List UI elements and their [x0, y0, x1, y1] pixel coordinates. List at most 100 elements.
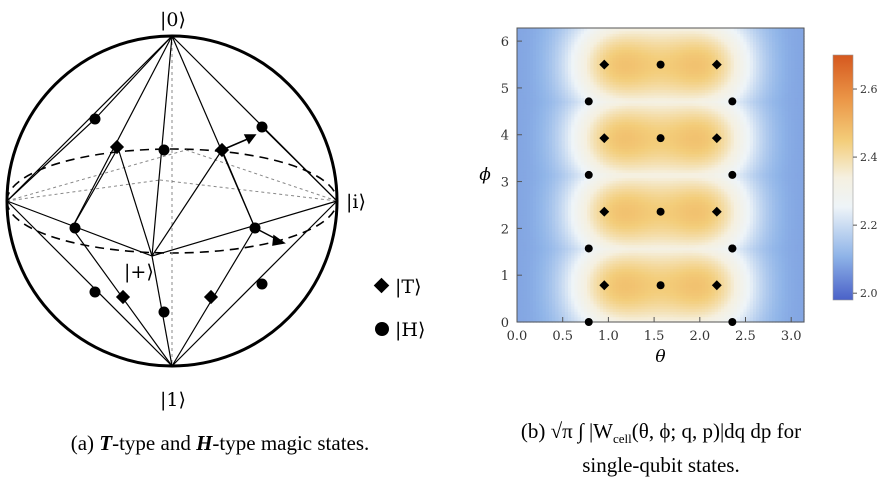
heatmap-cell [638, 204, 642, 208]
heatmap-cell [536, 100, 540, 104]
heatmap-cell [647, 110, 652, 115]
heatmap-cell [526, 308, 531, 312]
heatmap-cell [577, 303, 582, 307]
heatmap-cell [628, 201, 633, 205]
heatmap-cell [647, 241, 652, 246]
heatmap-cell [529, 199, 534, 203]
heatmap-cell [526, 193, 531, 197]
heatmap-cell [625, 70, 630, 75]
heatmap-cell [539, 89, 544, 93]
caption-a: (a) T-type and H-type magic states. [0, 430, 440, 456]
heatmap-cell [634, 281, 639, 286]
heatmap-cell [526, 231, 531, 235]
heatmap-cell [526, 164, 531, 168]
heatmap-cell [612, 311, 617, 315]
heatmap-cell [599, 140, 604, 144]
heatmap-cell [609, 73, 614, 77]
heatmap-cell [590, 134, 595, 139]
heatmap-cell [577, 62, 582, 67]
heatmap-cell [657, 236, 662, 240]
heatmap-cell [568, 110, 572, 115]
heatmap-cell [587, 225, 591, 230]
heatmap-cell [583, 225, 588, 230]
caption-a-end: -type magic states. [212, 431, 370, 455]
heatmap-cell [657, 49, 662, 53]
heatmap-cell [571, 239, 575, 243]
heatmap-cell [532, 300, 537, 304]
heatmap-cell [619, 289, 623, 294]
heatmap-cell [580, 92, 585, 96]
heatmap-cell [526, 273, 531, 278]
heatmap-cell [536, 89, 540, 93]
heatmap-cell [548, 300, 553, 304]
heatmap-cell [599, 158, 604, 163]
heatmap-cell [634, 97, 639, 101]
heatmap-cell [568, 175, 572, 179]
heatmap-cell [564, 271, 569, 275]
heatmap-cell [628, 158, 633, 163]
heatmap-cell [574, 100, 579, 104]
heatmap-cell [606, 134, 611, 139]
heatmap-cell [526, 279, 531, 283]
heatmap-cell [536, 49, 540, 53]
heatmap-cell [650, 287, 655, 291]
heatmap-cell [558, 257, 563, 262]
heatmap-cell [650, 247, 655, 251]
heatmap-cell [631, 70, 636, 75]
heatmap-cell [596, 100, 601, 104]
heatmap-cell [520, 166, 524, 171]
heatmap-cell [583, 276, 588, 280]
heatmap-cell [536, 81, 540, 85]
heatmap-cell [603, 292, 607, 296]
heatmap-cell [542, 265, 547, 270]
heatmap-cell [599, 156, 604, 160]
heatmap-cell [628, 175, 633, 179]
heatmap-cell [625, 113, 630, 117]
heatmap-cell [536, 52, 540, 56]
heatmap-cell [558, 188, 563, 192]
heatmap-cell [539, 46, 544, 50]
heatmap-cell [638, 279, 642, 283]
heatmap-cell [536, 255, 540, 259]
heatmap-cell [529, 158, 534, 163]
heatmap-cell [580, 49, 585, 53]
heatmap-cell [634, 177, 639, 181]
heatmap-cell [596, 223, 601, 227]
heatmap-cell [571, 249, 575, 254]
heatmap-cell [536, 241, 540, 246]
heatmap-cell [583, 313, 588, 318]
heatmap-cell [590, 231, 595, 235]
heatmap-cell [564, 142, 569, 147]
heatmap-cell [615, 30, 620, 34]
heatmap-cell [593, 215, 598, 219]
heatmap-cell [593, 196, 598, 200]
heatmap-cell [622, 239, 627, 243]
heatmap-cell [577, 220, 582, 224]
heatmap-cell [644, 84, 649, 88]
heatmap-cell [555, 129, 560, 133]
heatmap-cell [577, 113, 582, 117]
heatmap-cell [539, 209, 544, 214]
heatmap-cell [590, 268, 595, 272]
heatmap-cell [638, 311, 642, 315]
heatmap-cell [542, 116, 547, 120]
heatmap-cell [520, 180, 524, 184]
heatmap-cell [545, 319, 550, 323]
heatmap-cell [619, 113, 623, 117]
heatmap-cell [657, 183, 662, 187]
heatmap-cell [599, 145, 604, 149]
heatmap-cell [532, 108, 537, 112]
heatmap-cell [619, 49, 623, 53]
heatmap-cell [654, 249, 658, 254]
heatmap-cell [542, 271, 547, 275]
heatmap-cell [590, 183, 595, 187]
heatmap-cell [631, 97, 636, 101]
heatmap-cell [561, 180, 566, 184]
heatmap-cell [631, 145, 636, 149]
heatmap-cell [615, 54, 620, 58]
heatmap-cell [603, 185, 607, 189]
heatmap-cell [625, 265, 630, 270]
heatmap-cell [555, 257, 560, 262]
heatmap-cell [619, 134, 623, 139]
heatmap-cell [657, 46, 662, 50]
